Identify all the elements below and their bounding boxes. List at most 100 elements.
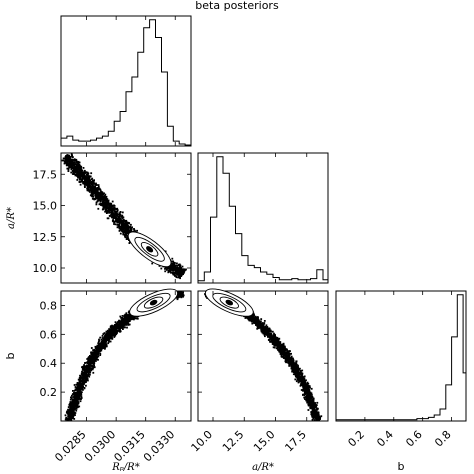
scatter-point: [119, 330, 122, 333]
scatter-point: [78, 180, 81, 183]
scatter-point: [114, 216, 116, 219]
contour-level-3: [143, 296, 164, 309]
scatter-point: [97, 184, 100, 186]
scatter-point: [172, 272, 175, 275]
scatter-point: [83, 372, 86, 374]
scatter-point: [93, 191, 95, 194]
scatter-point: [132, 318, 135, 320]
scatter-point: [118, 221, 121, 224]
scatter-point: [114, 334, 117, 337]
scatter-point: [71, 414, 73, 416]
scatter-panel-a-vs-rp: [60, 152, 192, 284]
scatter-point: [88, 184, 91, 186]
scatter-point: [126, 224, 129, 227]
contour-level-3: [140, 241, 159, 257]
scatter-point: [103, 344, 106, 347]
scatter-point: [90, 353, 93, 356]
scatter-point: [97, 340, 100, 343]
scatter-point: [83, 364, 85, 366]
scatter-point: [71, 417, 74, 419]
scatter-point: [73, 158, 76, 161]
scatter-point: [78, 172, 80, 175]
scatter-point: [81, 367, 84, 370]
scatter-point: [81, 173, 84, 176]
scatter-point: [92, 349, 94, 351]
scatter-point: [101, 198, 103, 201]
scatter-point: [99, 202, 102, 205]
scatter-point: [74, 401, 77, 403]
scatter-point: [83, 170, 86, 172]
scatter-point: [272, 346, 275, 349]
scatter-point: [67, 418, 70, 421]
scatter-point: [114, 213, 117, 216]
scatter-point: [171, 265, 174, 268]
scatter-point: [82, 375, 85, 378]
scatter-point: [103, 201, 106, 204]
hist-b-step: [335, 294, 467, 421]
scatter-point: [104, 210, 106, 213]
scatter-point: [102, 342, 105, 345]
scatter-point: [84, 373, 86, 375]
scatter-point: [73, 163, 76, 166]
scatter-point: [320, 415, 323, 418]
scatter-point: [92, 361, 94, 364]
scatter-point: [84, 369, 87, 372]
scatter-point: [67, 413, 69, 416]
scatter-point: [104, 347, 106, 350]
scatter-point: [83, 380, 85, 383]
scatter-point: [181, 293, 184, 295]
scatter-point: [77, 163, 79, 166]
scatter-point: [79, 175, 81, 177]
scatter-point: [104, 335, 106, 338]
scatter-point: [167, 271, 170, 274]
scatter-point: [116, 209, 119, 211]
scatter-point: [176, 264, 179, 267]
scatter-point: [174, 266, 176, 269]
scatter-point: [76, 402, 79, 405]
scatter-point: [86, 189, 89, 192]
scatter-point: [76, 161, 78, 164]
scatter-point: [130, 316, 132, 318]
scatter-point: [101, 337, 104, 339]
scatter-point: [88, 369, 90, 372]
scatter-point: [111, 333, 113, 336]
scatter-point: [84, 381, 87, 383]
scatter-point: [87, 183, 89, 186]
scatter-point: [94, 191, 97, 193]
hist-panel-a: [197, 152, 329, 284]
scatter-point: [97, 346, 100, 349]
scatter-point: [77, 378, 80, 381]
scatter-point: [105, 212, 108, 214]
scatter-point: [121, 230, 123, 232]
scatter-point: [171, 262, 174, 265]
scatter-point: [128, 231, 130, 234]
scatter-point: [86, 358, 89, 360]
scatter-point: [114, 325, 117, 328]
scatter-point: [126, 225, 129, 228]
hist-a-step: [197, 156, 329, 283]
scatter-point: [171, 266, 173, 269]
scatter-point: [104, 333, 107, 336]
scatter-point: [69, 418, 71, 421]
scatter-point: [93, 353, 96, 356]
scatter-point: [115, 322, 118, 325]
scatter-point: [83, 365, 86, 368]
scatter-point: [85, 374, 88, 376]
scatter-point: [87, 185, 90, 187]
scatter-point: [107, 333, 110, 336]
scatter-point: [91, 183, 94, 186]
scatter-point: [69, 409, 72, 412]
scatter-point: [176, 294, 179, 297]
scatter-point: [118, 212, 121, 215]
scatter-point: [106, 329, 109, 332]
scatter-point: [85, 384, 87, 387]
scatter-point: [121, 222, 123, 225]
scatter-point: [96, 184, 98, 186]
contour-level-2: [136, 292, 171, 313]
scatter-point: [108, 340, 110, 343]
scatter-point: [84, 186, 86, 188]
scatter-point: [125, 320, 128, 323]
scatter-point: [65, 155, 68, 158]
scatter-point: [74, 159, 77, 162]
scatter-point: [179, 274, 182, 277]
